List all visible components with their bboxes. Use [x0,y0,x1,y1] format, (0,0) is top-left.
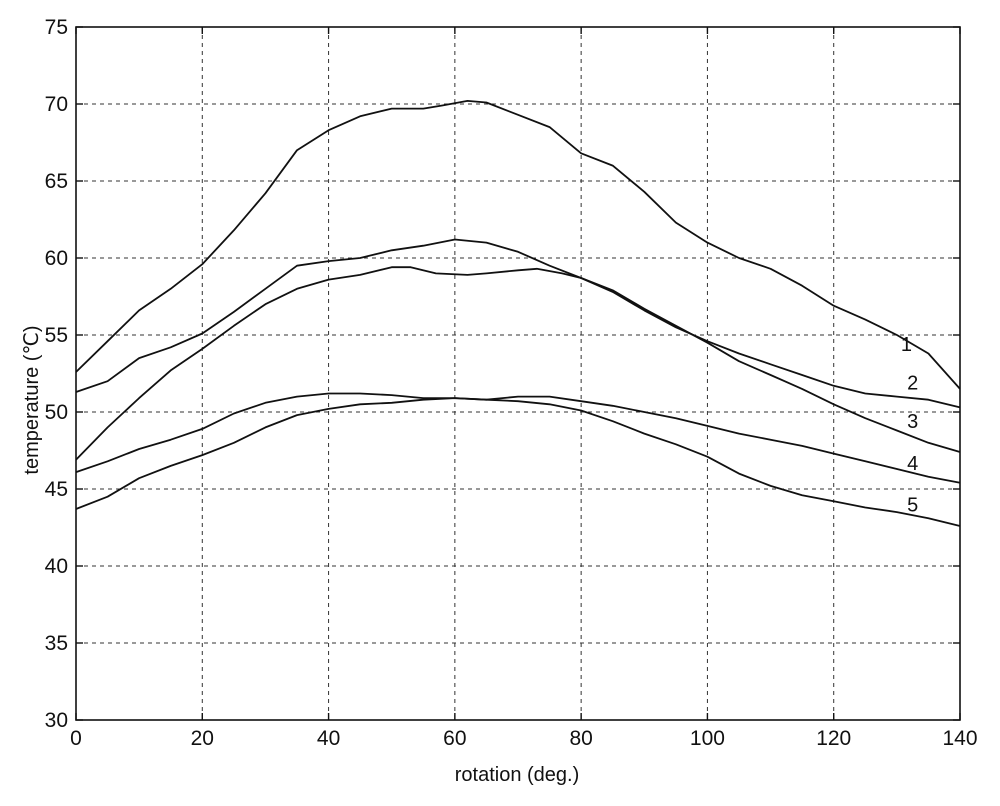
grid-lines [76,27,960,720]
series-label-4: 4 [907,453,918,475]
x-tick-label-3: 60 [443,727,466,750]
series-line-4 [75,392,961,484]
y-axis-title: temperature (℃) [21,325,43,474]
x-tick-label-1: 20 [191,727,214,750]
x-tick-label-4: 80 [569,727,592,750]
y-tick-label-5: 55 [45,324,68,347]
y-tick-label-1: 35 [45,632,68,655]
x-tick-label-2: 40 [317,727,340,750]
x-tick-label-7: 140 [942,727,977,750]
series-label-5: 5 [907,494,918,516]
plot-frame [75,26,961,721]
series-label-2: 2 [907,373,918,395]
x-tick-label-5: 100 [690,727,725,750]
y-tick-label-9: 75 [45,16,68,39]
series-line-5 [75,397,961,527]
x-tick-label-6: 120 [816,727,851,750]
y-tick-label-0: 30 [45,709,68,732]
plot-area-border [75,26,961,721]
x-tick-label-0: 0 [70,727,82,750]
series-line-1 [75,100,961,390]
y-tick-label-2: 40 [45,555,68,578]
y-tick-label-8: 70 [45,93,68,116]
y-tick-label-7: 65 [45,170,68,193]
series-label-3: 3 [907,411,918,433]
series-label-1: 1 [901,334,912,356]
series-lines [75,100,961,527]
series-labels: 1 2 3 4 5 [901,334,918,516]
series-line-3 [75,266,961,461]
y-tick-label-6: 60 [45,247,68,270]
x-axis-title: rotation (deg.) [455,764,580,786]
y-tick-label-3: 45 [45,478,68,501]
y-tick-label-4: 50 [45,401,68,424]
series-line-2 [75,238,961,409]
